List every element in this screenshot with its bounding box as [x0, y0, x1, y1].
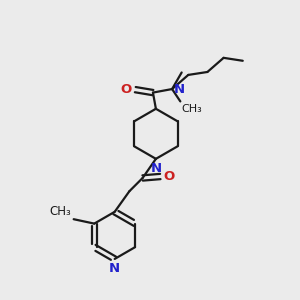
Text: CH₃: CH₃	[50, 205, 71, 218]
Text: N: N	[150, 162, 161, 176]
Text: N: N	[174, 82, 185, 95]
Text: N: N	[109, 262, 120, 275]
Text: O: O	[164, 170, 175, 183]
Text: O: O	[121, 83, 132, 96]
Text: CH₃: CH₃	[182, 104, 202, 114]
